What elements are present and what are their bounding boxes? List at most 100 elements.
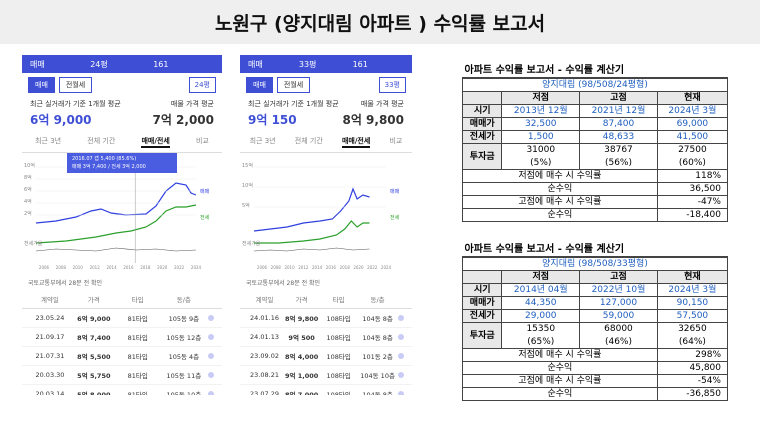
recent-price-box: 최근 실거래가 기준 1개월 평균 6억 9,000: [30, 99, 121, 128]
x-label: 2008: [56, 265, 67, 270]
column-header: 저점: [501, 91, 581, 105]
deal-cell: 21.09.17: [35, 333, 65, 341]
row-cell: 41,500: [656, 130, 729, 144]
row-arrow[interactable]: [208, 334, 214, 340]
trade-tab: 전월세: [58, 77, 93, 93]
trade-menu: 매매: [248, 59, 263, 69]
x-label: 2022: [174, 265, 185, 270]
tab-row: 매매 전월세 24평: [22, 73, 222, 97]
column-header: 타입: [332, 296, 345, 304]
recent-price: 9억 150: [248, 113, 297, 127]
x-label: 2022: [367, 265, 378, 270]
trade-menu: 매매: [30, 59, 45, 69]
deal-cell: 21.07.31: [35, 352, 65, 360]
investment-ratio-row: (5%) (56%) (60%): [463, 156, 729, 170]
summary-value: -18,400: [656, 208, 729, 222]
row-label: 전세가: [461, 130, 503, 144]
calc-table: 아파트 수익률 보고서 - 수익률 계산기 양지대림 (98/508/33평형) 저…: [461, 244, 729, 401]
row-label: 전세가: [461, 309, 503, 323]
x-label: 2016: [123, 265, 134, 270]
calc-table: 아파트 수익률 보고서 - 수익률 계산기 양지대림 (98/508/24평형) 저…: [461, 65, 729, 222]
column-header: 가격: [87, 296, 100, 304]
jeonse-line: [35, 204, 197, 244]
investment-label: 투자금: [461, 322, 503, 349]
summary-label: 순수익: [462, 182, 658, 196]
deal-row: 24.01.16 8억 9,800 108타입 104동 8층: [240, 309, 412, 328]
deal-cell: 8억 7,400: [77, 334, 111, 342]
subtitle-row: 양지대림 (98/508/24평형): [462, 77, 728, 92]
period-tab: 비교: [195, 137, 209, 145]
deal-cell: 81타입: [127, 391, 148, 395]
legend-jeonse: 전세: [390, 214, 400, 221]
deal-cell: 105동 10층: [166, 391, 202, 395]
listing-label: 매물 가격 평균: [170, 100, 214, 108]
summary-row: 고점에 매수 시 수익률 -54%: [462, 374, 729, 388]
x-label: 2020: [157, 265, 168, 270]
row-cell: 127,000: [579, 296, 658, 310]
summary-label: 저점에 매수 시 수익률: [462, 348, 658, 362]
deal-row: 24.01.13 9억 500 108타입 104동 8층: [240, 328, 412, 347]
row-cell: 1,500: [501, 130, 581, 144]
summary-row: 순수익 -36,850: [462, 387, 729, 401]
column-row: 저점 고점 현재: [461, 270, 729, 284]
investment-amount: 32650: [656, 322, 729, 336]
size-select: 33평: [378, 77, 406, 93]
row-cell: 2014년 04월: [501, 283, 581, 297]
title-row: 아파트 수익률 보고서 - 수익률 계산기: [462, 244, 728, 258]
data-row: 매매가 44,350 127,000 90,150: [461, 296, 729, 310]
deal-row: 20.03.14 5억 8,000 81타입 105동 10층: [22, 385, 222, 395]
x-label: 2006: [39, 265, 50, 270]
summary-label: 순수익: [462, 387, 658, 401]
x-label: 2018: [340, 265, 351, 270]
summary-value: 36,500: [656, 182, 729, 196]
row-label: 매매가: [461, 296, 503, 310]
ratio-label: 전세가율: [242, 240, 261, 247]
period-tab: 전체 기간: [87, 137, 116, 145]
x-label: 2010: [73, 265, 84, 270]
summary-label: 순수익: [462, 208, 658, 222]
summary-label: 순수익: [462, 361, 658, 375]
deal-row: 20.03.30 5억 5,750 81타입 105동 11층: [22, 366, 222, 385]
listing-count: 161: [153, 59, 169, 69]
row-arrow[interactable]: [397, 315, 404, 321]
deal-cell: 81타입: [127, 353, 148, 361]
trade-tab: 매매: [28, 77, 55, 93]
size-select: 24평: [188, 77, 216, 93]
x-label: 2010: [284, 265, 295, 270]
row-arrow[interactable]: [397, 372, 404, 378]
tooltip-detail: 매매 3억 7,400 / 전세 3억 2,000: [72, 163, 146, 170]
row-arrow[interactable]: [208, 315, 214, 321]
data-row: 시기 2014년 04월 2022년 10월 2024년 3월: [461, 283, 729, 297]
deal-cell: 81타입: [127, 315, 148, 323]
row-arrow[interactable]: [397, 353, 404, 359]
investment-ratio: (60%): [656, 156, 729, 170]
investment-amount: 15350: [501, 322, 581, 336]
deal-cell: 9억 500: [288, 334, 315, 342]
x-label: 2008: [271, 265, 282, 270]
app-panel: 매매 24평 161 매매 전월세 24평 최근 실거래가 기준 1개월 평균 6억 9,00…: [22, 55, 222, 395]
listing-price: 7억 2,000: [152, 113, 214, 127]
row-arrow[interactable]: [397, 334, 404, 340]
deal-cell: 104동 8층: [362, 391, 393, 395]
investment-row: 투자금 15350 68000 32650: [461, 322, 729, 349]
row-cell: 69,000: [656, 117, 729, 131]
row-arrow[interactable]: [208, 372, 214, 378]
deal-cell: 9억 1,000: [284, 372, 319, 380]
deal-row: 23.08.21 9억 1,000 108타입 104동 10층: [240, 366, 412, 385]
deal-cell: 101동 2층: [362, 353, 393, 361]
legend-jeonse: 전세: [200, 214, 210, 221]
title-row: 아파트 수익률 보고서 - 수익률 계산기: [462, 65, 728, 79]
prices: 최근 실거래가 기준 1개월 평균 6억 9,000 매물 가격 평균 7억 2,00…: [22, 97, 222, 130]
prices: 최근 실거래가 기준 1개월 평균 9억 150 매물 가격 평균 8억 9,800: [240, 97, 412, 130]
row-arrow[interactable]: [208, 391, 214, 395]
source-note: 국토교통부에서 28분 전 확인: [246, 280, 321, 287]
source-note: 국토교통부에서 28분 전 확인: [28, 280, 103, 287]
row-arrow[interactable]: [397, 391, 404, 395]
summary-row: 순수익 -18,400: [462, 208, 729, 222]
investment-amount: 38767: [579, 143, 658, 157]
deal-cell: 81타입: [127, 372, 148, 380]
ratio-line: [35, 247, 197, 252]
row-arrow[interactable]: [208, 353, 214, 359]
listing-price: 8억 9,800: [342, 113, 404, 127]
corner: [461, 270, 503, 284]
